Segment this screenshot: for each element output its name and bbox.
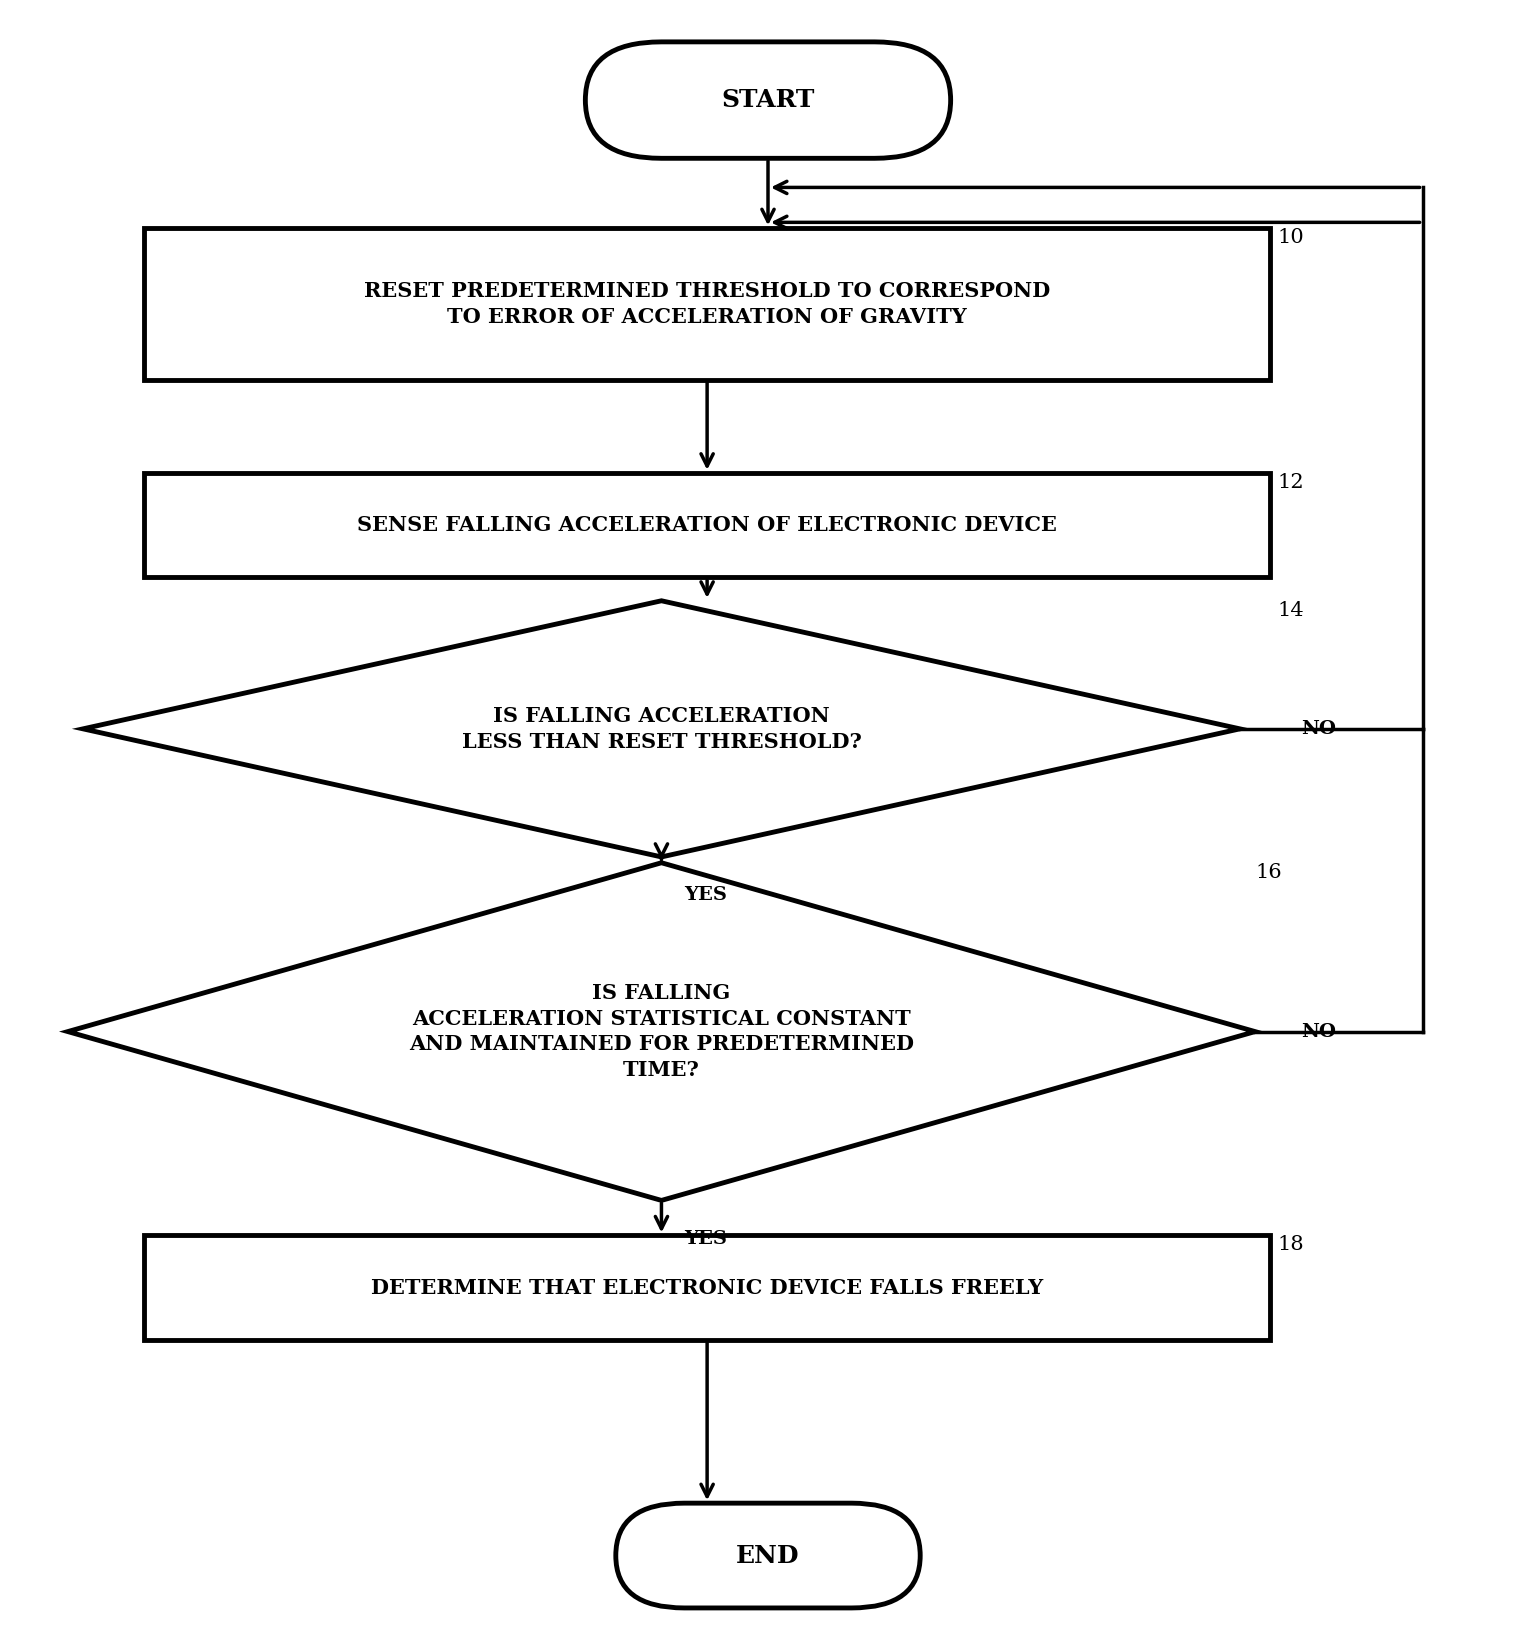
Text: NO: NO [1301,1023,1336,1041]
Text: SENSE FALLING ACCELERATION OF ELECTRONIC DEVICE: SENSE FALLING ACCELERATION OF ELECTRONIC… [358,515,1057,534]
FancyBboxPatch shape [585,41,951,158]
Text: DETERMINE THAT ELECTRONIC DEVICE FALLS FREELY: DETERMINE THAT ELECTRONIC DEVICE FALLS F… [372,1277,1043,1297]
Bar [144,229,1270,380]
Bar [144,1235,1270,1340]
Text: 16: 16 [1255,863,1281,881]
Text: 10: 10 [1278,229,1304,247]
Text: RESET PREDETERMINED THRESHOLD TO CORRESPOND
TO ERROR OF ACCELERATION OF GRAVITY: RESET PREDETERMINED THRESHOLD TO CORRESP… [364,281,1051,327]
Text: YES: YES [684,886,727,904]
Text: 14: 14 [1278,600,1304,620]
Polygon shape [83,600,1240,857]
Polygon shape [68,863,1255,1200]
Text: IS FALLING
ACCELERATION STATISTICAL CONSTANT
AND MAINTAINED FOR PREDETERMINED
TI: IS FALLING ACCELERATION STATISTICAL CONS… [409,983,914,1080]
Text: IS FALLING ACCELERATION
LESS THAN RESET THRESHOLD?: IS FALLING ACCELERATION LESS THAN RESET … [461,705,862,751]
Text: START: START [722,89,814,112]
FancyBboxPatch shape [616,1503,920,1608]
Text: 18: 18 [1278,1235,1304,1254]
Bar [144,473,1270,577]
Text: NO: NO [1301,720,1336,738]
Text: 12: 12 [1278,473,1304,492]
Text: END: END [736,1544,800,1567]
Text: YES: YES [684,1230,727,1248]
